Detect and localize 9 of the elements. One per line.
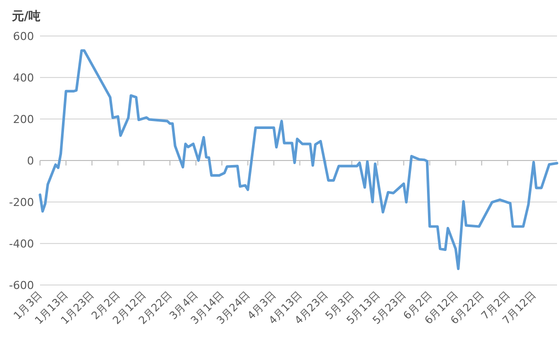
y-tick-label: 400 bbox=[13, 72, 34, 84]
y-tick-label: 200 bbox=[13, 113, 34, 126]
y-tick-label: -600 bbox=[9, 279, 34, 292]
y-tick-label: -200 bbox=[9, 196, 34, 209]
y-tick-label: 0 bbox=[27, 154, 34, 168]
line-series bbox=[38, 49, 558, 270]
y-tick-label: 600 bbox=[13, 30, 34, 43]
y-tick-label: -400 bbox=[9, 238, 34, 250]
y-axis-title: 元/吨 bbox=[11, 9, 40, 23]
